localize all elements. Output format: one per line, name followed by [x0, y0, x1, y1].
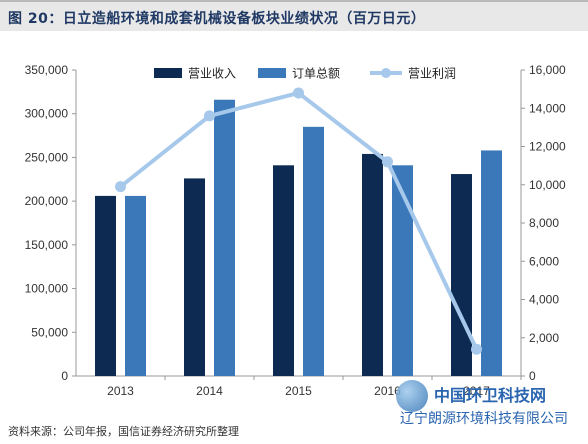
y-right-tick-label: 10,000 — [529, 178, 566, 192]
chart-title: 图 20：日立造船环境和成套机械设备板块业绩状况（百万日元） — [8, 11, 426, 27]
x-tick-label: 2016 — [374, 384, 401, 398]
bar-revenue — [273, 165, 294, 376]
y-right-tick-label: 0 — [529, 369, 536, 383]
watermark: 中国环卫科技网 辽宁朗源环境科技有限公司 — [396, 378, 584, 434]
bar-orders — [303, 126, 324, 376]
y-right-tick-label: 12,000 — [529, 140, 566, 154]
legend-revenue-swatch — [154, 68, 182, 78]
point-profit — [382, 156, 393, 168]
legend-orders-swatch — [258, 68, 286, 78]
x-tick-label: 2017 — [463, 384, 490, 398]
bar-orders — [125, 195, 146, 376]
line-profit — [119, 90, 479, 351]
watermark-line1: 中国环卫科技网 — [434, 386, 547, 405]
y-left-tick-label: 300,000 — [25, 107, 69, 121]
y-left-tick-label: 50,000 — [31, 325, 68, 339]
y-right-tick-label: 14,000 — [529, 101, 566, 115]
legend-revenue-label: 营业收入 — [188, 67, 236, 81]
point-profit — [115, 181, 126, 193]
x-tick-label: 2013 — [107, 384, 134, 398]
point-profit — [204, 110, 215, 122]
bar-orders — [214, 99, 235, 377]
y-right-tick-label: 2,000 — [529, 331, 559, 345]
y-left-tick-label: 150,000 — [25, 238, 69, 252]
x-tick-label: 2015 — [285, 384, 312, 398]
y-left-tick-label: 100,000 — [25, 282, 69, 296]
source-note: 资料来源：公司年报，国信证券经济研究所整理 — [8, 425, 239, 438]
title-bar: 图 20：日立造船环境和成套机械设备板块业绩状况（百万日元） — [0, 0, 588, 31]
y-left-tick-label: 350,000 — [25, 63, 69, 77]
bar-revenue — [184, 178, 205, 376]
watermark-line2: 辽宁朗源环境科技有限公司 — [400, 411, 568, 427]
legend-orders-label: 订单总额 — [292, 67, 340, 81]
y-left-tick-label: 200,000 — [25, 194, 69, 208]
y-right-tick-label: 8,000 — [529, 216, 559, 230]
bar-revenue — [362, 153, 383, 376]
y-left-tick-label: 0 — [61, 369, 68, 383]
legend-profit-label: 营业利润 — [408, 67, 456, 81]
y-left-tick-label: 250,000 — [25, 150, 69, 164]
bar-revenue — [451, 174, 472, 376]
y-right-tick-label: 6,000 — [529, 254, 559, 268]
y-right-tick-label: 4,000 — [529, 293, 559, 307]
x-tick-label: 2014 — [196, 384, 223, 398]
y-right-tick-label: 16,000 — [529, 63, 566, 77]
bar-revenue — [95, 195, 116, 376]
point-profit — [293, 87, 304, 99]
globe-logo-icon — [396, 380, 428, 412]
point-profit — [471, 343, 482, 355]
bar-orders — [481, 150, 502, 376]
bar-orders — [392, 165, 413, 376]
chart: 0 50,000 100,000 150,000 200,000 250,000 300,0… — [25, 63, 566, 398]
legend-profit-marker — [381, 68, 391, 78]
